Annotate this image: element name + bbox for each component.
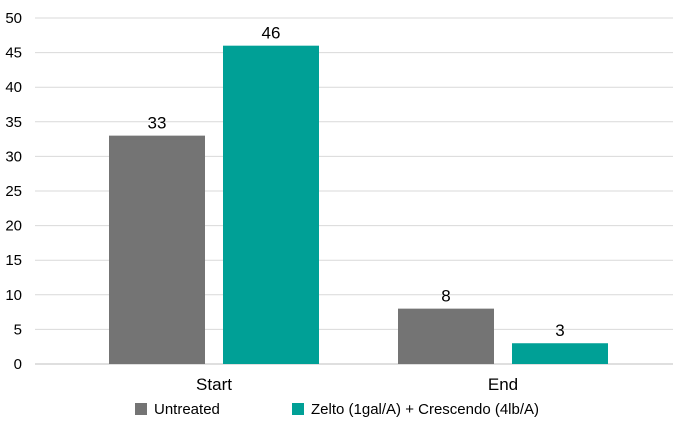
x-category-label: End [488,375,518,394]
y-tick-label: 25 [5,183,22,200]
bars [109,45,608,365]
y-tick-label: 0 [14,356,22,373]
legend-swatch [135,403,147,415]
bar-start-series-1 [223,45,319,365]
x-category-label: Start [196,375,232,394]
y-tick-label: 5 [14,321,22,338]
legend-label: Zelto (1gal/A) + Crescendo (4lb/A) [311,401,539,418]
y-tick-label: 45 [5,45,22,62]
y-tick-label: 30 [5,148,22,165]
bar-start-series-0 [109,135,205,364]
y-tick-label: 40 [5,79,22,96]
legend-label: Untreated [154,401,220,418]
y-tick-label: 50 [5,10,22,27]
legend: Untreated Zelto (1gal/A) + Crescendo (4lb… [135,401,539,418]
x-axis: Start End [196,375,518,394]
bar-end-series-0 [398,308,494,364]
y-tick-label: 20 [5,218,22,235]
data-labels: 33 46 8 3 [148,24,565,341]
data-label: 33 [148,114,167,133]
data-label: 8 [441,287,450,306]
y-axis-tick-labels: 0 5 10 15 20 25 30 35 40 45 50 [5,10,22,373]
data-label: 3 [555,321,564,340]
y-tick-label: 15 [5,252,22,269]
data-label: 46 [262,24,281,43]
legend-swatch [292,403,304,415]
y-tick-label: 10 [5,287,22,304]
y-tick-label: 35 [5,114,22,131]
bar-end-series-1 [512,343,608,364]
